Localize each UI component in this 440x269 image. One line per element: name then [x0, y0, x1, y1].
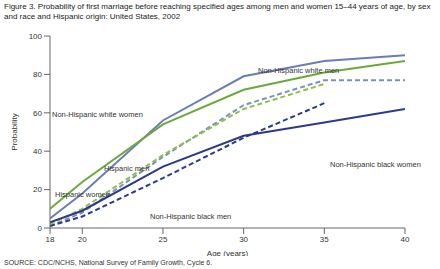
html-text:Non-Hispanic white women: Non-Hispanic white women — [52, 110, 143, 119]
svg-text:Age (years): Age (years) — [207, 249, 249, 256]
html-text:Hispanic men: Hispanic men — [104, 164, 150, 173]
svg-text:60: 60 — [33, 109, 42, 118]
svg-text:100: 100 — [29, 32, 43, 41]
svg-text:20: 20 — [33, 185, 42, 194]
svg-text:30: 30 — [239, 235, 248, 244]
svg-text:18: 18 — [46, 235, 55, 244]
svg-text:40: 40 — [401, 235, 410, 244]
svg-text:Probability: Probability — [10, 113, 19, 150]
svg-text:40: 40 — [33, 147, 42, 156]
html-text:Non-Hispanic black men: Non-Hispanic black men — [150, 212, 232, 221]
svg-text:80: 80 — [33, 70, 42, 79]
html-text:Non-Hispanic white men: Non-Hispanic white men — [258, 66, 340, 75]
html-text:Non-Hispanic black women: Non-Hispanic black women — [330, 160, 421, 169]
html-text:Figure 3. Probability of first: Figure 3. Probability of first marriage … — [4, 2, 431, 21]
svg-text:0: 0 — [38, 224, 43, 233]
html-text:Hispanic women: Hispanic women — [55, 190, 110, 199]
svg-text:35: 35 — [320, 235, 329, 244]
html-text:SOURCE: CDC/NCHS, National Sur: SOURCE: CDC/NCHS, National Survey of Fam… — [4, 259, 213, 266]
svg-text:25: 25 — [159, 235, 168, 244]
svg-text:20: 20 — [78, 235, 87, 244]
